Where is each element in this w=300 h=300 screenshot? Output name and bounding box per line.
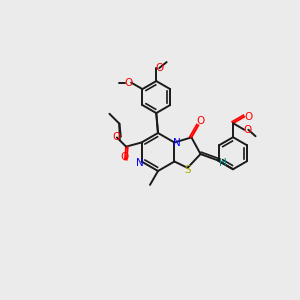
Text: O: O: [121, 152, 129, 162]
Text: H: H: [219, 158, 226, 168]
Text: O: O: [243, 125, 251, 135]
Text: O: O: [196, 116, 205, 126]
Text: N: N: [136, 158, 143, 169]
Text: S: S: [184, 165, 191, 175]
Text: O: O: [244, 112, 252, 122]
Text: N: N: [172, 137, 180, 148]
Text: O: O: [113, 132, 121, 142]
Text: O: O: [155, 63, 164, 73]
Text: O: O: [124, 78, 132, 88]
